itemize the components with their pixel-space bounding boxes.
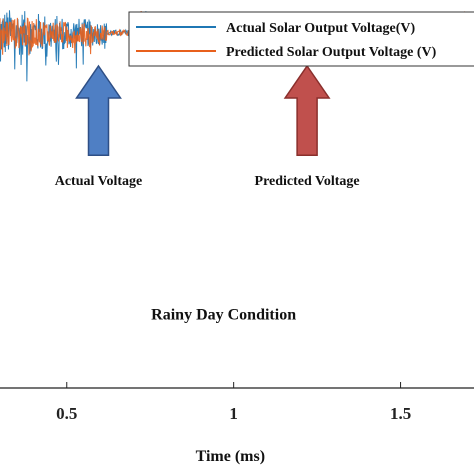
x-tick-label-1: 1 (229, 404, 238, 423)
annotation-arrow-0 (75, 64, 122, 156)
annotations: Actual Voltage Predicted Voltage (55, 64, 360, 189)
annotation-label-0: Actual Voltage (55, 174, 143, 189)
x-ticks: 0.5 1 1.5 (56, 382, 411, 423)
legend-box (128, 11, 474, 67)
legend: Actual Solar Output Voltage(V) Predicted… (128, 11, 474, 67)
x-axis-label: Time (ms) (196, 448, 265, 465)
annotation-label-1: Predicted Voltage (255, 174, 360, 189)
annotation-arrow-1 (283, 64, 331, 156)
legend-entry-predicted: Predicted Solar Output Voltage (V) (226, 45, 437, 60)
legend-entry-actual: Actual Solar Output Voltage(V) (226, 21, 415, 36)
x-tick-label-0: 0.5 (56, 404, 77, 423)
condition-label: Rainy Day Condition (151, 306, 296, 323)
x-tick-label-2: 1.5 (390, 404, 411, 423)
